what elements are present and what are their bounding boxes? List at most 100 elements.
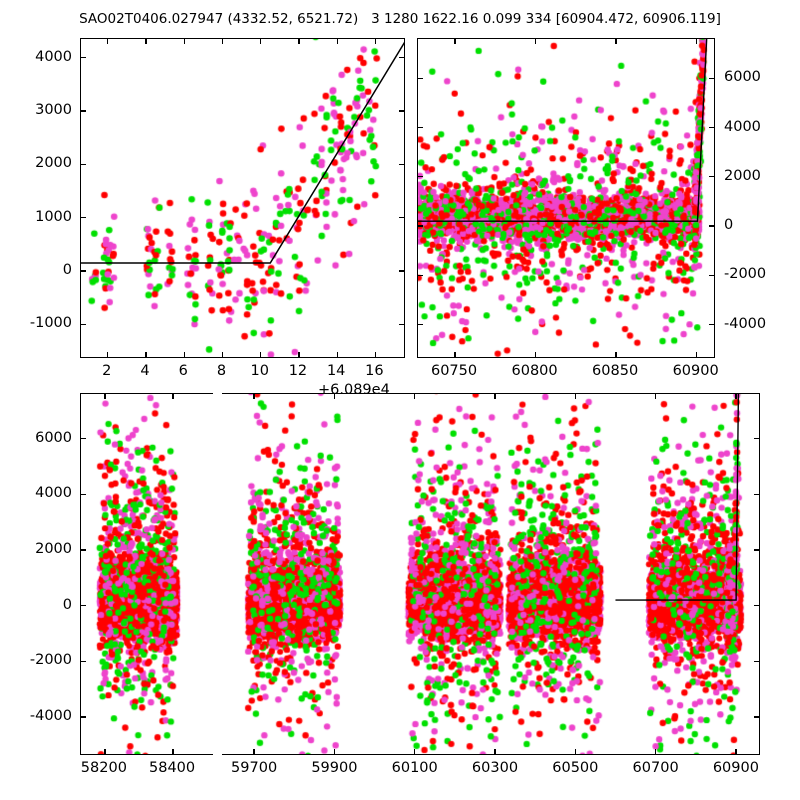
y-tick	[399, 323, 404, 325]
x-tick	[333, 749, 336, 754]
panel-top-right	[417, 38, 715, 358]
y-tick-label: 4000	[35, 485, 72, 502]
y-tick-label: -2000	[29, 652, 72, 669]
y-tick	[709, 274, 714, 276]
y-tick	[754, 716, 759, 718]
x-tick-label: 14	[326, 363, 346, 379]
y-tick	[418, 323, 423, 326]
y-tick	[709, 323, 714, 326]
x-tick	[336, 39, 338, 44]
y-tick	[418, 176, 423, 178]
panel-bottom-segment-2	[222, 393, 760, 755]
y-tick	[754, 493, 759, 495]
y-tick	[81, 163, 86, 165]
x-tick	[253, 394, 255, 399]
x-tick	[107, 352, 109, 357]
y-tick	[81, 716, 86, 718]
x-tick	[172, 394, 174, 399]
panel-bottom-segment-1	[80, 393, 213, 755]
y-tick-label: 1000	[35, 208, 72, 225]
x-tick	[221, 39, 224, 44]
x-tick	[104, 394, 106, 399]
x-tick-label: 10	[250, 363, 269, 379]
y-tick-label: 2000	[35, 540, 72, 557]
y-tick	[418, 126, 423, 129]
y-tick	[709, 225, 714, 227]
x-tick	[654, 749, 657, 754]
panel-top-left	[80, 38, 405, 358]
x-tick	[454, 352, 456, 357]
x-tick-label: 60750	[430, 363, 478, 379]
x-tick-label: 60300	[471, 760, 519, 776]
y-tick	[81, 217, 86, 219]
x-tick-label: 60100	[391, 760, 438, 776]
x-tick-label: 60900	[672, 363, 719, 379]
x-tick	[183, 352, 185, 357]
y-tick	[418, 225, 423, 227]
x-tick-label: 60850	[592, 363, 639, 379]
x-tick	[336, 352, 338, 357]
x-tick	[107, 39, 109, 44]
x-tick	[414, 394, 416, 399]
x-tick-label: 59700	[231, 760, 278, 776]
y-tick	[709, 176, 714, 178]
x-tick-label: 59900	[311, 760, 358, 776]
scatter-layer-bottom-1	[81, 394, 213, 754]
x-tick-label: 8	[216, 363, 227, 379]
x-tick	[414, 749, 416, 754]
x-tick	[104, 749, 106, 754]
x-tick	[735, 394, 737, 399]
x-tick	[145, 39, 147, 44]
y-tick-label: -4000	[29, 708, 72, 724]
x-tick-label: 58400	[148, 760, 196, 776]
x-tick-label: 60500	[552, 760, 599, 776]
x-tick	[574, 749, 576, 754]
y-tick-label: 6000	[35, 429, 72, 446]
x-tick	[374, 352, 377, 357]
y-tick-label: 4000	[724, 118, 761, 135]
y-tick	[81, 604, 86, 607]
x-tick	[696, 39, 698, 44]
y-tick-label: -4000	[724, 315, 767, 332]
x-tick-label: 4	[140, 363, 150, 379]
y-tick-label: 4000	[35, 48, 72, 65]
y-tick-label: 0	[62, 262, 72, 278]
y-tick	[81, 110, 86, 112]
y-tick-label: 0	[724, 217, 734, 234]
y-tick-label: -2000	[724, 266, 767, 283]
y-tick	[418, 274, 423, 276]
x-tick	[298, 39, 300, 44]
x-tick	[696, 352, 698, 357]
y-tick	[81, 270, 86, 272]
x-tick	[574, 394, 576, 399]
x-tick	[333, 394, 336, 399]
x-tick	[260, 39, 262, 44]
x-tick	[494, 749, 496, 754]
y-tick	[399, 217, 404, 219]
x-tick	[374, 39, 377, 44]
x-tick	[494, 394, 496, 399]
y-tick	[399, 110, 404, 112]
x-tick	[735, 749, 737, 754]
y-tick	[81, 660, 86, 662]
x-tick	[260, 352, 262, 357]
x-tick	[253, 749, 255, 754]
y-tick	[754, 604, 759, 607]
y-tick-label: 2000	[35, 155, 72, 172]
y-tick-label: 2000	[724, 167, 761, 184]
x-tick-label: 12	[288, 363, 308, 379]
y-tick	[399, 163, 404, 165]
y-tick-label: 3000	[35, 102, 72, 118]
x-tick-label: 6	[178, 363, 188, 379]
x-tick-label: 16	[365, 363, 384, 379]
y-tick	[754, 660, 759, 662]
x-tick	[534, 39, 537, 44]
y-tick	[399, 270, 404, 272]
y-tick	[709, 77, 714, 80]
y-tick	[709, 126, 714, 129]
x-tick-label: 60800	[511, 363, 558, 379]
y-tick	[754, 437, 759, 440]
y-tick-label: -1000	[29, 315, 72, 332]
figure-title: SAO02T0406.027947 (4332.52, 6521.72) 3 1…	[79, 11, 721, 27]
